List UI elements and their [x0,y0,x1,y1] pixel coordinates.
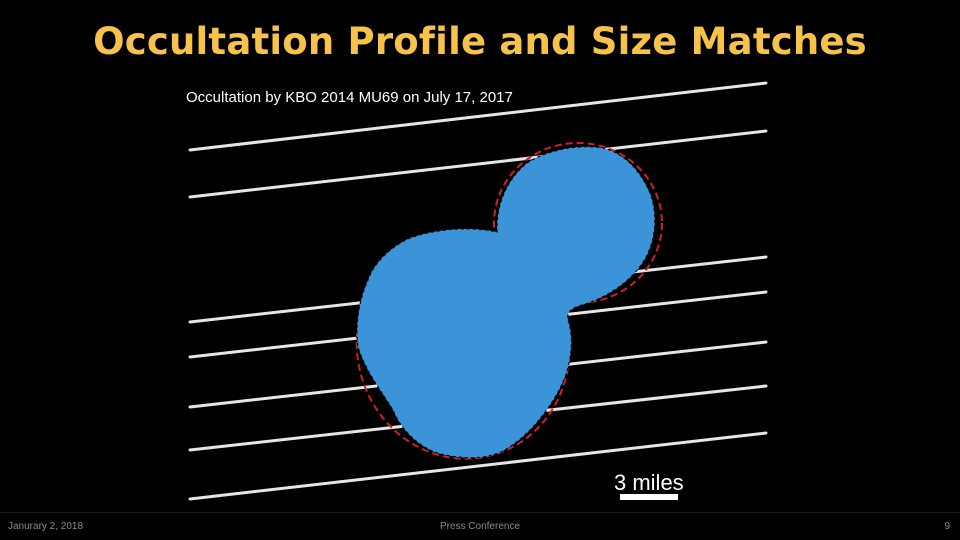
footer-date: Janurary 2, 2018 [8,521,84,532]
scale-bar [620,494,678,500]
occultation-profile [356,146,656,459]
fit-outline-small-lobe [493,142,663,304]
chord-line [188,129,768,199]
figure-caption: Occultation by KBO 2014 MU69 on July 17,… [186,89,513,106]
page-number: 9 [944,521,950,532]
footer-event: Press Conference [439,521,521,532]
slide-title: Occultation Profile and Size Matches [93,20,867,63]
scale-bar-label: 3 miles [614,470,684,495]
chord-line [188,81,768,152]
footer-divider [0,512,960,513]
chord-line [188,431,768,501]
